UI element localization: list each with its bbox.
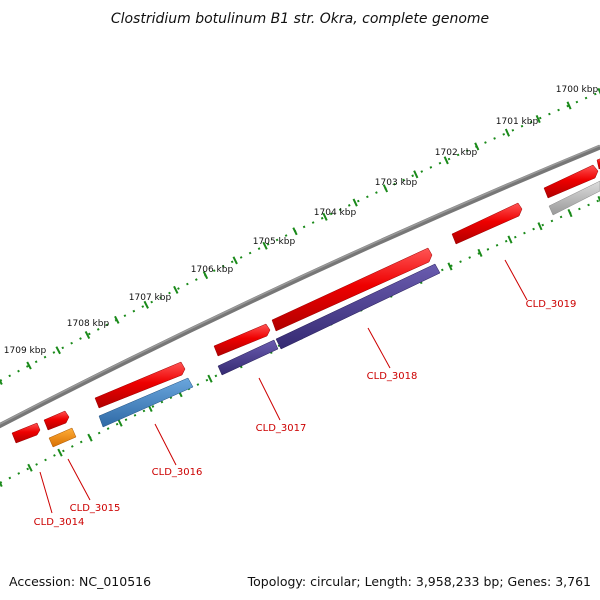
forward-features (11, 158, 600, 444)
annotation-track (48, 180, 600, 448)
scale-tick (57, 448, 63, 457)
scale-tick (207, 374, 213, 383)
map-title: Clostridium botulinum B1 str. Okra, comp… (111, 11, 489, 27)
scale-tick (84, 330, 91, 339)
scale-label: 1703 kbp (375, 178, 418, 188)
purple-feature[interactable] (275, 263, 441, 350)
scale-label: 1709 kbp (4, 346, 47, 356)
gene-label[interactable]: CLD_3014 (34, 517, 85, 528)
scale-tick (232, 256, 238, 265)
genome-backbone-highlight (0, 144, 600, 425)
outer-scale-ticks (0, 87, 600, 385)
inner-scale-ring (0, 199, 600, 484)
gene-label[interactable]: CLD_3016 (152, 467, 203, 478)
scale-tick (597, 87, 600, 95)
scale-labels: 1700 kbp 1701 kbp 1702 kbp 1703 kbp 1704… (4, 85, 599, 356)
purple-feature[interactable] (217, 339, 279, 376)
scale-tick (26, 361, 32, 370)
scale-tick (567, 208, 573, 218)
scale-tick (0, 378, 3, 385)
scale-label: 1701 kbp (496, 117, 539, 127)
gene-label[interactable]: CLD_3015 (70, 503, 121, 514)
scale-tick (262, 241, 268, 250)
cds-feature[interactable] (451, 202, 523, 245)
scale-tick (202, 271, 209, 280)
scale-tick (117, 418, 123, 427)
accession-text: Accession: NC_010516 (9, 574, 151, 589)
scale-tick (55, 346, 61, 355)
gene-label[interactable]: CLD_3018 (367, 371, 418, 382)
cds-feature[interactable] (271, 247, 433, 332)
scale-tick (413, 170, 419, 179)
scale-tick (535, 114, 541, 124)
scale-tick (507, 235, 513, 244)
scale-label: 1702 kbp (435, 148, 478, 158)
scale-tick (27, 463, 33, 472)
cds-feature[interactable] (596, 158, 600, 170)
scale-tick (87, 433, 93, 442)
cds-feature[interactable] (543, 164, 599, 199)
scale-tick (114, 315, 120, 324)
label-leaders (39, 259, 528, 514)
scale-tick (443, 156, 449, 165)
inner-scale-ticks (0, 195, 600, 488)
scale-label: 1707 kbp (129, 293, 172, 303)
scale-tick (143, 300, 149, 309)
orange-feature[interactable] (48, 427, 77, 448)
cds-feature[interactable] (43, 410, 70, 431)
scale-label: 1708 kbp (67, 319, 110, 329)
gene-label[interactable]: CLD_3019 (526, 299, 577, 310)
gene-labels: CLD_3014 CLD_3015 CLD_3016 CLD_3017 CLD_… (34, 299, 577, 528)
scale-tick (597, 195, 600, 203)
scale-tick (0, 480, 3, 488)
scale-label: 1705 kbp (253, 237, 296, 247)
scale-tick (382, 184, 389, 193)
gray-feature[interactable] (548, 180, 600, 216)
scale-tick (566, 101, 572, 110)
scale-label: 1704 kbp (314, 208, 357, 218)
cds-feature[interactable] (11, 422, 41, 444)
scale-label: 1700 kbp (556, 85, 599, 95)
scale-tick (447, 262, 453, 271)
scale-tick (352, 198, 358, 207)
scale-tick (477, 248, 483, 257)
scale-label: 1706 kbp (191, 265, 234, 275)
scale-tick (537, 222, 543, 231)
cds-feature[interactable] (94, 361, 186, 409)
blue-feature[interactable] (98, 377, 194, 428)
genome-backbone (0, 144, 600, 429)
scale-tick (504, 128, 510, 137)
topology-summary: Topology: circular; Length: 3,958,233 bp… (247, 574, 591, 589)
scale-tick (292, 227, 298, 236)
scale-tick (173, 285, 179, 294)
gene-label[interactable]: CLD_3017 (256, 423, 307, 434)
scale-tick (474, 142, 480, 151)
scale-tick (322, 212, 328, 221)
cds-feature[interactable] (213, 323, 271, 357)
